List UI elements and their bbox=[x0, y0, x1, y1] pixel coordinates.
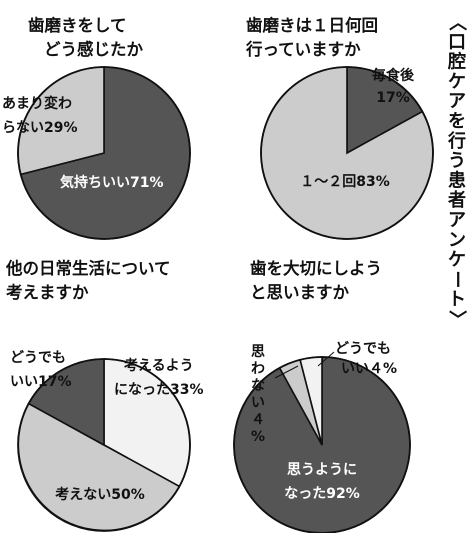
chart-title-line: 考えますか bbox=[5, 282, 89, 302]
figure-title-char: ケ bbox=[448, 250, 466, 271]
figure-title-char: 腔 bbox=[447, 51, 466, 73]
chart-title-line: 歯磨きをして bbox=[28, 15, 127, 35]
slice-label: な bbox=[251, 378, 265, 394]
figure-title-char: 患 bbox=[448, 170, 466, 191]
figure-title-char: ン bbox=[448, 230, 466, 251]
figure-title-char: 〉 bbox=[446, 310, 467, 328]
figure-title-char: ケ bbox=[448, 71, 466, 92]
slice-label: いい４% bbox=[341, 361, 397, 377]
slice-label: 気持ちいい71% bbox=[60, 174, 164, 191]
figure-title-char: ト bbox=[448, 289, 466, 310]
figure-title-char: ア bbox=[448, 210, 466, 231]
figure-title-char: 〈 bbox=[446, 13, 467, 31]
slice-label: 思うように bbox=[287, 462, 357, 478]
chart-title-line: 行っていますか bbox=[245, 39, 361, 59]
slice-label: なった92% bbox=[284, 486, 360, 502]
slice-label: % bbox=[251, 429, 265, 445]
pie-outline bbox=[17, 358, 191, 532]
slice-label: ４ bbox=[251, 412, 265, 428]
slice-label: になった33% bbox=[114, 382, 204, 398]
pie-outline bbox=[233, 356, 411, 533]
figure-title-char: ア bbox=[448, 91, 466, 112]
chart-title-line: と思いますか bbox=[250, 283, 350, 302]
slice-label: １～２回83% bbox=[300, 174, 390, 190]
slice-label: あまり変わ bbox=[2, 95, 72, 112]
figure-title-char: 者 bbox=[447, 190, 466, 211]
leader-line bbox=[317, 351, 335, 367]
pie-outline bbox=[260, 66, 434, 240]
chart-title-line: 歯を大切にしよう bbox=[250, 258, 382, 278]
figure-title-char: を bbox=[448, 111, 466, 132]
figure-title-char: う bbox=[448, 151, 466, 172]
slice-label: 毎食後 bbox=[372, 67, 415, 84]
slice-label: 17% bbox=[376, 90, 410, 106]
figure-title-char: 行 bbox=[447, 130, 466, 152]
chart-title-line: 他の日常生活について bbox=[5, 258, 171, 278]
figure-title-char: 口 bbox=[448, 32, 466, 53]
leader-line bbox=[274, 365, 299, 379]
chart-title-line: どう感じたか bbox=[44, 39, 144, 59]
slice-label: 考えない50% bbox=[55, 486, 145, 503]
slice-label: 思 bbox=[251, 344, 265, 360]
slice-label: い bbox=[251, 395, 265, 411]
chart-title-line: 歯磨きは１日何回 bbox=[246, 15, 378, 35]
slice-label: どうでも bbox=[10, 350, 66, 366]
slice-label: 考えるよう bbox=[124, 357, 194, 374]
figure-title-char: ー bbox=[446, 270, 467, 288]
slice-label: どうでも bbox=[335, 341, 391, 357]
slice-label: いい17% bbox=[10, 374, 72, 390]
slice-label: らない29% bbox=[2, 120, 78, 136]
slice-label: わ bbox=[251, 361, 265, 377]
pie-outline bbox=[17, 66, 191, 240]
